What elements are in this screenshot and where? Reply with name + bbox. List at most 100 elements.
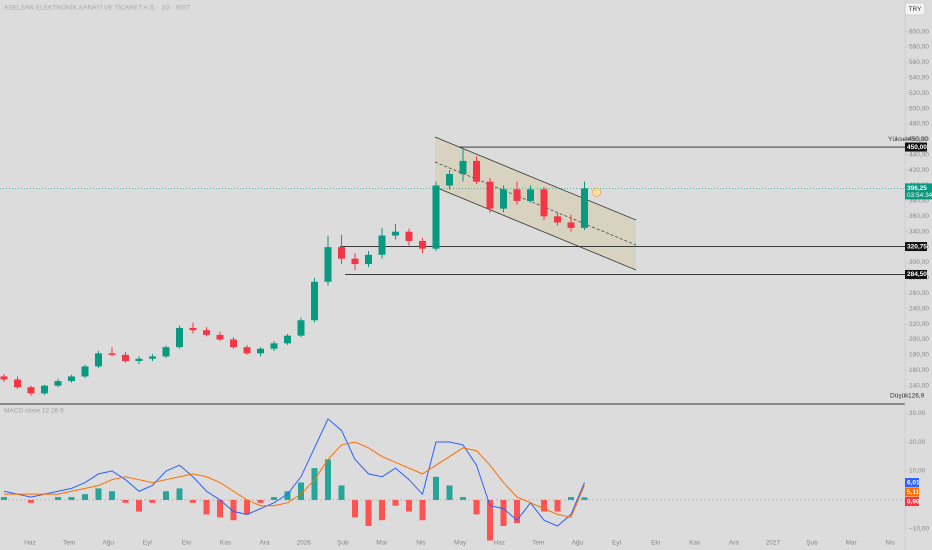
candle-body xyxy=(284,335,291,344)
candle-body xyxy=(216,334,224,340)
histogram-bar xyxy=(163,491,169,500)
candle-body xyxy=(311,281,318,321)
x-tick-label: Eki xyxy=(182,540,191,547)
candle-body xyxy=(14,379,21,388)
histogram-bar xyxy=(298,482,304,500)
y-tick-label: 560,00 xyxy=(909,59,929,66)
candle-body xyxy=(351,258,359,265)
y-tick-label: 260,00 xyxy=(909,290,929,297)
x-tick-label: Mar xyxy=(376,540,388,547)
y-tick-label: 520,00 xyxy=(909,90,929,97)
histogram-bar xyxy=(446,485,453,500)
x-tick-label: 2026 xyxy=(296,540,311,547)
candle-body xyxy=(392,231,399,236)
y-tick-label: 300,00 xyxy=(909,259,929,266)
histogram-bar xyxy=(230,499,237,521)
candle-body xyxy=(135,358,143,362)
candle-body xyxy=(405,231,413,241)
x-tick-label: Kas xyxy=(220,540,232,547)
y-tick-label: 180,00 xyxy=(909,352,929,359)
histogram-bar xyxy=(500,499,507,526)
y-tick-label: 580,00 xyxy=(909,44,929,51)
histogram-bar xyxy=(244,499,250,515)
candle-body xyxy=(95,353,102,367)
histogram-bar xyxy=(176,488,183,500)
histogram-bar xyxy=(82,494,88,500)
candle-body xyxy=(176,327,183,348)
level-label: 450,00 xyxy=(907,144,927,151)
candle-body xyxy=(162,347,170,357)
candle-body xyxy=(243,347,251,354)
countdown: 03:54:34 xyxy=(907,192,932,199)
candle-body xyxy=(0,376,8,380)
candle-body xyxy=(54,381,62,386)
candle-body xyxy=(149,356,156,359)
histogram-bar xyxy=(568,497,574,500)
candle-body xyxy=(324,247,332,282)
histogram-bar xyxy=(365,499,372,526)
histogram-bar xyxy=(379,499,385,521)
candle-body xyxy=(203,330,210,335)
histogram-last-badge xyxy=(905,497,919,507)
candle-body xyxy=(473,160,480,182)
histogram-bar xyxy=(352,499,358,518)
x-tick-label: Nis xyxy=(416,540,426,547)
channel-bottom xyxy=(434,186,637,271)
histogram-bar xyxy=(284,491,291,500)
histogram-bar xyxy=(554,499,561,512)
x-tick-label: Şub xyxy=(337,540,349,547)
candle-body xyxy=(540,189,548,217)
candle-body xyxy=(527,189,534,201)
y-tick-label: 480,00 xyxy=(909,121,929,128)
currency-label[interactable]: TRY xyxy=(909,6,923,13)
x-tick-label: Haz xyxy=(493,540,505,547)
candle-body xyxy=(297,320,305,336)
x-tick-label: Ara xyxy=(729,540,740,547)
y-tick-label: 600,00 xyxy=(909,28,929,35)
x-tick-label: Kas xyxy=(689,540,701,547)
histogram-bar xyxy=(514,499,520,524)
histogram-bar xyxy=(473,499,480,515)
y-tick-label: −10,00 xyxy=(909,526,929,533)
histogram-bar xyxy=(95,488,102,500)
level-label: 284,50 xyxy=(907,271,927,278)
symbol-title: ASELSAN ELEKTRONİK SANAYİ VE TİCARET A.Ş… xyxy=(4,3,190,12)
y-tick-label: 20,00 xyxy=(909,439,926,446)
x-tick-label: Tem xyxy=(532,540,544,547)
histogram-bar xyxy=(311,468,318,500)
histogram-bar xyxy=(338,485,345,500)
histogram-bar xyxy=(68,497,75,500)
candle-body xyxy=(378,235,386,255)
y-tick-label: 540,00 xyxy=(909,74,929,81)
candle-body xyxy=(554,216,561,223)
y-tick-label: 240,00 xyxy=(909,305,929,312)
indicator-title: MACD close 12 26 9 xyxy=(4,408,64,415)
x-tick-label: Ağu xyxy=(572,540,584,547)
channel-mid xyxy=(434,161,637,246)
high-marker-value: 450,00 xyxy=(908,136,928,143)
series-last-badge xyxy=(905,478,919,488)
candle-body xyxy=(68,376,75,382)
candle-body xyxy=(27,387,35,394)
x-tick-label: Haz xyxy=(24,540,36,547)
candle-body xyxy=(338,247,345,259)
series-last-label: 6,01 xyxy=(907,479,920,486)
series-last-label: 5,11 xyxy=(907,489,920,496)
histogram-bar xyxy=(190,499,196,503)
macd-line xyxy=(3,418,585,527)
event-marker-icon xyxy=(592,188,601,197)
last-price-badge xyxy=(905,183,932,200)
histogram-bar xyxy=(392,499,399,506)
histogram-bar xyxy=(149,499,156,503)
x-tick-label: Ara xyxy=(260,540,271,547)
y-tick-label: 420,00 xyxy=(909,167,929,174)
candle-body xyxy=(513,189,521,201)
series-last-badge xyxy=(905,487,919,497)
event-marker: D xyxy=(594,190,599,196)
x-tick-label: Tem xyxy=(63,540,75,547)
histogram-bar xyxy=(406,499,412,512)
histogram-bar xyxy=(217,499,223,518)
y-tick-label: 340,00 xyxy=(909,228,929,235)
histogram-bar xyxy=(203,499,210,515)
